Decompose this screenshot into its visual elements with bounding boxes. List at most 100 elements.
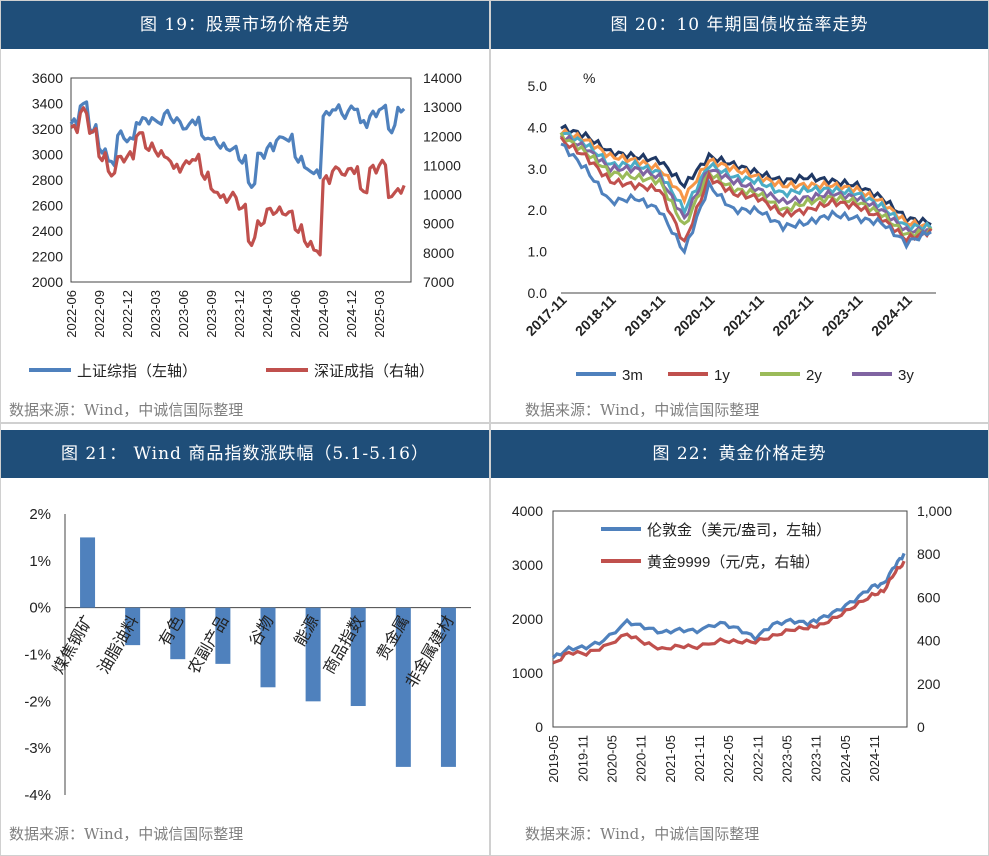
x-tick-label: 2019-11 (575, 735, 590, 782)
x-tick-label: 2025-03 (372, 290, 387, 338)
x-tick-label: 2021-11 (720, 292, 767, 339)
x-tick-label: 2023-12 (232, 290, 247, 338)
y-tick-label: 2000 (512, 611, 543, 627)
x-tick-label: 2024-11 (867, 735, 882, 782)
source-note: 数据来源：Wind，中诚信国际整理 (9, 401, 244, 419)
plot-frame (552, 510, 908, 728)
series-line-5y (560, 131, 933, 233)
bar (215, 607, 231, 664)
y-tick-label: 2.0 (528, 202, 548, 218)
x-tick-label: 2024-12 (344, 290, 359, 338)
source-note: 数据来源：Wind，中诚信国际整理 (525, 401, 760, 419)
y-tick-label: -4% (24, 787, 51, 804)
y-tick-label: 3000 (32, 147, 63, 163)
y-tick-label: 5.0 (528, 78, 548, 94)
bar (395, 607, 411, 767)
x-tick-label: 2021-11 (692, 735, 707, 782)
series-line-3y (559, 134, 932, 237)
x-tick-label: 2023-11 (809, 735, 824, 782)
legend-label: 1y (714, 367, 730, 384)
y-tick-label: 2000 (32, 274, 63, 290)
x-tick-label: 2023-05 (779, 735, 794, 783)
y-tick-label: 2600 (32, 198, 63, 214)
y-tick-label: 1% (29, 553, 51, 570)
y2-tick-label: 1,000 (917, 503, 952, 519)
x-tick-label: 2022-11 (750, 735, 765, 782)
y2-tick-label: 200 (917, 676, 941, 692)
y-tick-label: 3.0 (528, 161, 548, 177)
panel-title: 图 21： Wind 商品指数涨跌幅（5.1-5.16） (1, 430, 489, 478)
y2-tick-label: 14000 (423, 70, 462, 86)
x-tick-label: 2018-11 (572, 292, 619, 339)
x-tick-label: 2024-03 (260, 290, 275, 338)
y-tick-label: 2200 (32, 249, 63, 265)
stock-chart: 3600 3400 3200 3000 2800 2600 2400 2200 2000 1400… (29, 70, 462, 380)
source-note: 数据来源：Wind，中诚信国际整理 (9, 825, 244, 843)
panel-stock-market: 图 19：股票市场价格走势 3600 3400 3200 3000 2800 2600 24… (0, 0, 490, 423)
y2-tick-label: 12000 (423, 128, 462, 144)
legend-label: 3m (622, 367, 643, 384)
x-tick-label: 2022-06 (64, 290, 79, 338)
x-tick-label: 2019-05 (546, 735, 561, 783)
series-line-1 (70, 106, 406, 257)
legend-label: 3y (898, 367, 914, 384)
series-line-7y (559, 127, 933, 231)
series-line-1y (559, 136, 933, 244)
panel-title: 图 22：黄金价格走势 (491, 430, 988, 478)
y-tick-label: 1000 (512, 665, 543, 681)
series-line-0 (69, 100, 406, 189)
y-tick-label: 0% (29, 600, 51, 617)
x-tick-label: 2019-11 (621, 292, 668, 339)
x-tick-label: 2023-09 (204, 290, 219, 338)
y-tick-label: 0 (535, 719, 543, 735)
bar (440, 607, 456, 767)
bar (305, 607, 321, 702)
x-tick-label: 2022-12 (120, 290, 135, 338)
y-tick-label: 3600 (32, 70, 63, 86)
x-tick-label: 2020-11 (671, 292, 718, 339)
y2-tick-label: 600 (917, 589, 941, 605)
y2-tick-label: 10000 (423, 187, 462, 203)
series-line-1 (552, 560, 906, 665)
y2-tick-label: 0 (917, 719, 925, 735)
gold-chart: 400030002000100001,00080060040020002019-… (512, 503, 952, 783)
panel-gold: 图 22：黄金价格走势 4000 3000 2000 1000 0 1,000 800 600… (490, 423, 989, 856)
y2-tick-label: 400 (917, 633, 941, 649)
y-tick-label: 2% (29, 506, 51, 523)
x-tick-label: 2022-09 (92, 290, 107, 338)
bar (125, 607, 141, 646)
x-tick-label: 2022-05 (721, 735, 736, 783)
y-tick-label: 1.0 (528, 244, 548, 260)
y2-tick-label: 11000 (423, 157, 461, 173)
panel-commodity: 图 21： Wind 商品指数涨跌幅（5.1-5.16） 2% 1% 0% -1% -2… (0, 423, 490, 856)
y-tick-label: 3200 (32, 121, 63, 137)
series-line-3m (560, 142, 932, 256)
y-tick-label: 4.0 (528, 119, 548, 135)
x-tick-label: 2020-11 (634, 735, 649, 782)
y-tick-label: 3000 (512, 557, 543, 573)
y2-tick-label: 7000 (423, 274, 454, 290)
x-tick-label: 2023-06 (176, 290, 191, 338)
x-tick-label: 2024-11 (868, 292, 915, 339)
y-tick-label: 2800 (32, 172, 63, 188)
x-tick-label: 2023-03 (148, 290, 163, 338)
bar (80, 537, 96, 608)
source-note: 数据来源：Wind，中诚信国际整理 (525, 825, 760, 843)
x-tick-label: 2024-05 (838, 735, 853, 783)
legend-label: 上证综指（左轴） (77, 363, 197, 380)
y2-tick-label: 13000 (423, 99, 462, 115)
y-tick-label: 2400 (32, 223, 63, 239)
unit-label: % (583, 70, 595, 86)
x-tick-label: 2024-06 (288, 290, 303, 338)
plot-frame (70, 77, 412, 283)
y-tick-label: 4000 (512, 503, 543, 519)
x-tick-label: 2021-05 (663, 735, 678, 783)
legend-label: 黄金9999（元/克，右轴） (647, 554, 820, 571)
legend-label: 深证成指（右轴） (314, 363, 434, 380)
x-tick-label: 2024-09 (316, 290, 331, 338)
bar (260, 607, 276, 688)
panel-title: 图 19：股票市场价格走势 (1, 1, 489, 49)
x-tick-label: 2022-11 (769, 292, 816, 339)
y-tick-label: 0.0 (528, 285, 548, 301)
